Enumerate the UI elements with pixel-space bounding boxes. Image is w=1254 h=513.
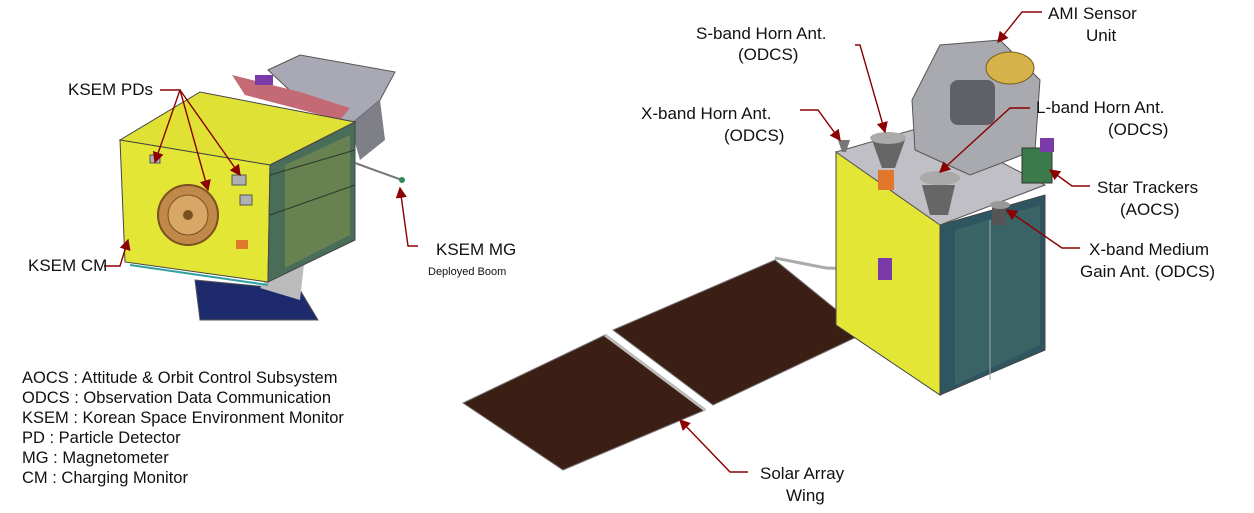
label-xband-line1: X-band Horn Ant. (641, 104, 772, 123)
main-satellite (461, 39, 1054, 471)
label-xmed-line1: X-band Medium (1089, 240, 1210, 259)
label-ksem-pds: KSEM PDs (68, 80, 154, 99)
label-ami-line2: Unit (1086, 26, 1117, 45)
legend-item: ODCS : Observation Data Communication (22, 389, 332, 407)
label-solar-line1: Solar Array (760, 464, 845, 483)
legend-item: PD : Particle Detector (22, 429, 181, 447)
label-xband-line2: (ODCS) (724, 126, 785, 145)
label-ami-line1: AMI Sensor (1048, 4, 1137, 23)
label-sband-line2: (ODCS) (738, 45, 799, 64)
acronym-legend: AOCS : Attitude & Orbit Control Subsyste… (22, 368, 344, 488)
label-solar-line2: Wing (786, 486, 825, 505)
label-deployed-boom: Deployed Boom (428, 266, 507, 278)
label-star-line2: (AOCS) (1120, 200, 1180, 219)
legend-item: CM : Charging Monitor (22, 469, 188, 487)
leader-lines-right (679, 11, 1090, 473)
label-ksem-cm: KSEM CM (28, 256, 108, 275)
label-star-line1: Star Trackers (1097, 178, 1199, 197)
label-xmed-line2: Gain Ant. (ODCS) (1080, 262, 1216, 281)
legend-item: KSEM : Korean Space Environment Monitor (22, 409, 344, 427)
label-lband-line1: L-band Horn Ant. (1036, 98, 1165, 117)
label-ksem-mg: KSEM MG (436, 240, 517, 259)
label-sband-line1: S-band Horn Ant. (696, 24, 827, 43)
legend-item: AOCS : Attitude & Orbit Control Subsyste… (22, 369, 338, 387)
legend-item: MG : Magnetometer (22, 449, 169, 467)
label-lband-line2: (ODCS) (1108, 120, 1169, 139)
closeup-satellite (118, 54, 405, 321)
leader-lines-left (104, 89, 418, 267)
